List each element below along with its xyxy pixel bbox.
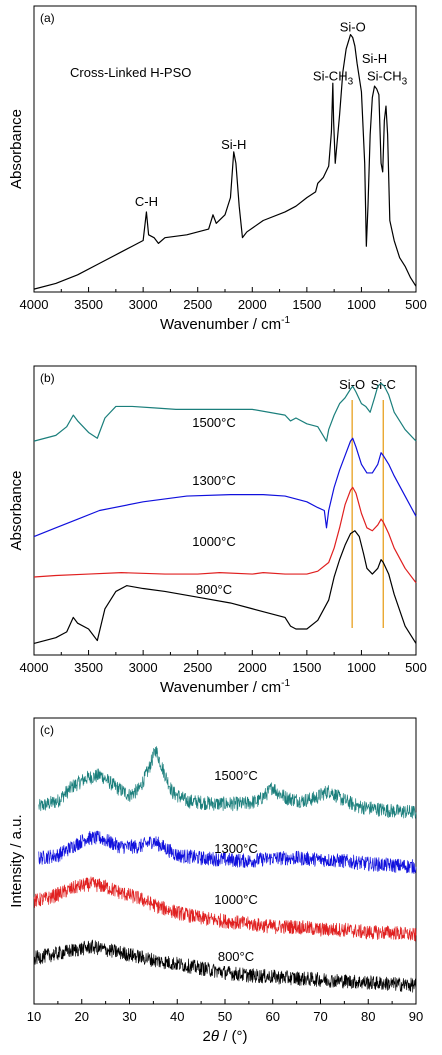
series-label: 1000°C <box>214 892 258 907</box>
x-tick-label: 3500 <box>74 297 103 312</box>
x-tick-label: 10 <box>27 1009 41 1024</box>
series-line-2 <box>38 830 417 874</box>
y-axis-label: Absorbance <box>8 109 25 189</box>
x-tick-label: 1500 <box>292 297 321 312</box>
x-tick-label: 1000 <box>347 660 376 675</box>
x-tick-label: 40 <box>170 1009 184 1024</box>
peak-annotation: Si-H <box>362 51 387 66</box>
x-tick-label: 3000 <box>129 660 158 675</box>
peak-annotation: C-H <box>135 194 158 209</box>
series-label: 800°C <box>218 949 254 964</box>
series-line-2 <box>33 437 417 538</box>
x-tick-label: 1000 <box>347 297 376 312</box>
series-line-1 <box>38 746 417 819</box>
x-tick-label: 60 <box>266 1009 280 1024</box>
panel-label: (a) <box>40 11 55 25</box>
peak-annotation: Si-CH3 <box>367 68 408 87</box>
x-tick-label: 2500 <box>183 660 212 675</box>
sample-label: Cross-Linked H-PSO <box>70 65 191 80</box>
series-label: 1500°C <box>214 768 258 783</box>
series-line-4 <box>33 939 417 993</box>
x-tick-label: 500 <box>405 660 427 675</box>
x-tick-label: 90 <box>409 1009 423 1024</box>
x-axis-label: 2θ / (°) <box>203 1028 248 1045</box>
x-tick-label: 2000 <box>238 660 267 675</box>
y-axis-label: Absorbance <box>8 470 25 550</box>
x-tick-label: 70 <box>313 1009 327 1024</box>
x-tick-label: 1500 <box>292 660 321 675</box>
panel-label: (c) <box>40 723 54 737</box>
series-line-3 <box>33 876 417 942</box>
panel-label: (b) <box>40 371 55 385</box>
x-tick-label: 20 <box>75 1009 89 1024</box>
x-tick-label: 3500 <box>74 660 103 675</box>
peak-label: Si-O <box>339 377 365 392</box>
x-axis-label: Wavenumber / cm-1 <box>160 315 290 333</box>
series-label: 1300°C <box>214 841 258 856</box>
series-line-4 <box>33 530 417 645</box>
series-line-1 <box>33 382 417 442</box>
peak-annotation: Si-CH3 <box>313 68 354 87</box>
series-label: 1500°C <box>192 415 236 430</box>
series-label: 1000°C <box>192 534 236 549</box>
chart-panel-2: 4000 3500 3000 2500 2000 1500 1000 500 Wavenumbe… <box>8 365 427 696</box>
x-tick-label: 2500 <box>183 297 212 312</box>
chart-panel-1: 4000 3500 3000 2500 2000 1500 1000 500 Wavenumbe… <box>8 5 427 333</box>
x-axis-label: Wavenumber / cm-1 <box>160 678 290 696</box>
x-tick-label: 500 <box>405 297 427 312</box>
x-tick-label: 50 <box>218 1009 232 1024</box>
x-tick-label: 4000 <box>20 297 49 312</box>
x-tick-label: 3000 <box>129 297 158 312</box>
x-tick-label: 30 <box>122 1009 136 1024</box>
series-line-1 <box>33 34 417 290</box>
series-label: 1300°C <box>192 473 236 488</box>
x-tick-label: 4000 <box>20 660 49 675</box>
x-tick-label: 2000 <box>238 297 267 312</box>
peak-annotation: Si-H <box>221 137 246 152</box>
series-label: 800°C <box>196 582 232 597</box>
peak-annotation: Si-O <box>340 20 366 35</box>
series-line-3 <box>33 486 417 584</box>
chart-panel-3: 10 20 30 40 50 60 70 80 90 2θ / (°) Intensity / a.… <box>8 717 423 1045</box>
x-tick-label: 80 <box>361 1009 375 1024</box>
y-axis-label: Intensity / a.u. <box>8 814 25 907</box>
